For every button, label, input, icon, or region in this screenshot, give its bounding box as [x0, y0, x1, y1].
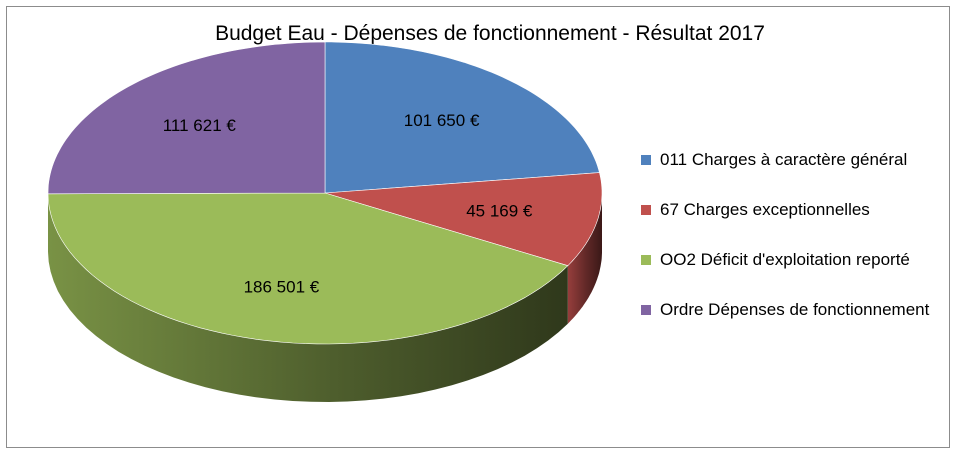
pie-slice-2: [47, 192, 569, 345]
data-label-3: 111 621 €: [163, 116, 237, 135]
pie-slice-1: [324, 172, 603, 267]
legend-label: 011 Charges à caractère général: [660, 150, 908, 169]
legend-label: 67 Charges exceptionnelles: [660, 200, 870, 219]
data-label-0: 101 650 €: [404, 111, 480, 130]
pie-depth-layer: [48, 193, 602, 402]
legend-swatch: [641, 255, 651, 265]
legend-item: 67 Charges exceptionnelles: [638, 198, 938, 222]
legend-item: Ordre Dépenses de fonctionnement: [638, 298, 938, 322]
pie-side-2: [48, 193, 568, 402]
legend-item: OO2 Déficit d'exploitation reporté: [638, 248, 938, 272]
pie-top-layer: [47, 41, 603, 345]
data-label-1: 45 169 €: [466, 202, 533, 221]
legend-swatch: [641, 305, 651, 315]
chart-title: Budget Eau - Dépenses de fonctionnement …: [215, 22, 765, 45]
legend-label: Ordre Dépenses de fonctionnement: [660, 300, 930, 319]
legend-item: 011 Charges à caractère général: [638, 148, 938, 172]
pie-side-1: [567, 193, 602, 324]
legend-swatch: [641, 205, 651, 215]
data-label-2: 186 501 €: [244, 278, 320, 297]
legend: 011 Charges à caractère général 67 Charge…: [638, 148, 938, 348]
pie-slice-3: [47, 41, 326, 195]
legend-swatch: [641, 155, 651, 165]
legend-label: OO2 Déficit d'exploitation reporté: [660, 250, 910, 269]
pie-labels-layer: 101 650 € 45 169 € 186 501 € 111 621 €: [163, 111, 533, 297]
pie-slice-0: [324, 41, 600, 194]
